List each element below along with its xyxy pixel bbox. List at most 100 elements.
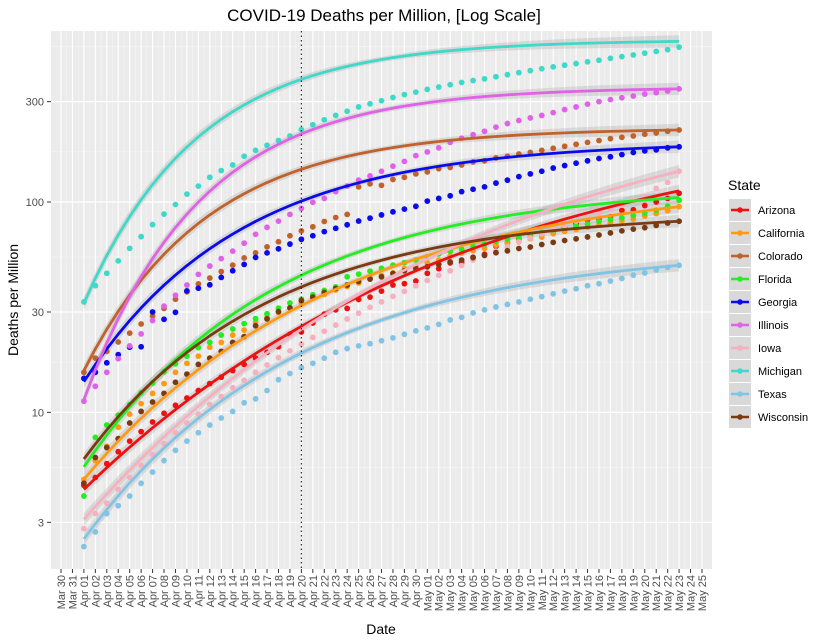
point-iowa — [447, 267, 454, 274]
point-texas — [161, 457, 167, 464]
point-georgia — [435, 195, 442, 202]
point-colorado — [378, 182, 385, 189]
point-illinois — [161, 303, 167, 309]
point-illinois — [493, 124, 499, 131]
point-michigan — [321, 116, 328, 123]
point-illinois — [470, 131, 476, 138]
point-florida — [584, 221, 591, 227]
point-illinois — [149, 317, 156, 324]
point-georgia — [309, 232, 316, 239]
point-iowa — [504, 243, 511, 250]
point-georgia — [367, 215, 373, 222]
point-wisconsin — [149, 399, 156, 405]
point-illinois — [298, 205, 305, 212]
point-michigan — [401, 91, 408, 98]
point-texas — [527, 296, 534, 303]
point-texas — [470, 310, 476, 316]
x-tick-label: Apr 28 — [388, 575, 400, 607]
x-tick-label: May 18 — [617, 575, 629, 611]
point-michigan — [367, 100, 373, 107]
point-wisconsin — [538, 241, 545, 248]
point-california — [138, 400, 145, 407]
point-georgia — [412, 203, 419, 210]
point-illinois — [527, 115, 534, 121]
legend-label-georgia: Georgia — [758, 297, 798, 309]
point-michigan — [252, 147, 259, 154]
legend-label-wisconsin: Wisconsin — [758, 412, 808, 424]
point-michigan — [447, 81, 454, 88]
point-iowa — [401, 288, 408, 295]
point-michigan — [275, 137, 282, 144]
x-tick-label: Apr 08 — [159, 575, 171, 607]
point-colorado — [149, 313, 156, 319]
point-wisconsin — [527, 244, 534, 250]
legend-key-point — [737, 322, 743, 328]
point-wisconsin — [172, 379, 179, 386]
point-texas — [195, 429, 202, 436]
x-tick-label: Apr 18 — [273, 575, 285, 607]
point-arizona — [641, 202, 648, 209]
point-wisconsin — [92, 454, 99, 461]
x-axis-label: Date — [366, 621, 396, 637]
point-georgia — [561, 162, 568, 169]
point-michigan — [241, 153, 248, 160]
point-illinois — [172, 292, 179, 299]
point-colorado — [355, 183, 362, 190]
legend-key-point — [737, 391, 743, 397]
point-iowa — [344, 316, 351, 322]
point-wisconsin — [80, 480, 87, 487]
point-colorado — [309, 223, 316, 230]
fit-line-michigan — [82, 40, 680, 304]
point-arizona — [115, 448, 122, 455]
x-tick-label: Apr 21 — [308, 575, 320, 607]
point-illinois — [561, 106, 568, 113]
chart-title: COVID-19 Deaths per Million, [Log Scale] — [227, 6, 541, 25]
point-michigan — [561, 62, 568, 69]
point-colorado — [298, 227, 305, 234]
point-arizona — [378, 288, 385, 295]
fit-line-arizona — [82, 189, 680, 491]
point-wisconsin — [275, 308, 282, 315]
point-iowa — [424, 277, 431, 284]
point-illinois — [618, 94, 625, 101]
point-illinois — [596, 98, 602, 105]
x-tick-label: May 09 — [514, 575, 526, 611]
point-michigan — [527, 67, 534, 74]
point-illinois — [641, 91, 648, 97]
x-tick-label: Apr 26 — [365, 575, 377, 607]
y-tick-label: 300 — [26, 97, 44, 109]
point-michigan — [630, 52, 637, 58]
gridlines — [51, 31, 712, 569]
point-illinois — [584, 101, 591, 107]
point-michigan — [493, 73, 499, 80]
point-wisconsin — [264, 316, 270, 322]
point-michigan — [172, 201, 179, 208]
point-illinois — [653, 89, 660, 96]
point-georgia — [607, 153, 614, 160]
point-texas — [378, 337, 385, 344]
point-texas — [149, 469, 156, 475]
data-points — [80, 44, 683, 550]
point-wisconsin — [618, 227, 625, 234]
point-michigan — [573, 60, 579, 67]
point-colorado — [401, 174, 408, 181]
point-michigan — [470, 77, 476, 84]
point-colorado — [367, 180, 373, 187]
point-wisconsin — [515, 245, 522, 252]
point-illinois — [321, 195, 328, 202]
point-california — [195, 353, 202, 360]
point-georgia — [447, 192, 454, 199]
point-texas — [80, 543, 87, 550]
point-illinois — [103, 369, 110, 376]
point-georgia — [195, 285, 202, 292]
point-michigan — [264, 142, 270, 149]
point-michigan — [596, 57, 602, 64]
point-wisconsin — [184, 371, 190, 377]
point-colorado — [252, 249, 259, 256]
point-illinois — [309, 199, 316, 206]
x-tick-label: Mar 31 — [67, 575, 79, 609]
x-tick-label: Apr 20 — [296, 575, 308, 607]
legend-label-california: California — [758, 228, 805, 240]
point-wisconsin — [367, 276, 373, 282]
